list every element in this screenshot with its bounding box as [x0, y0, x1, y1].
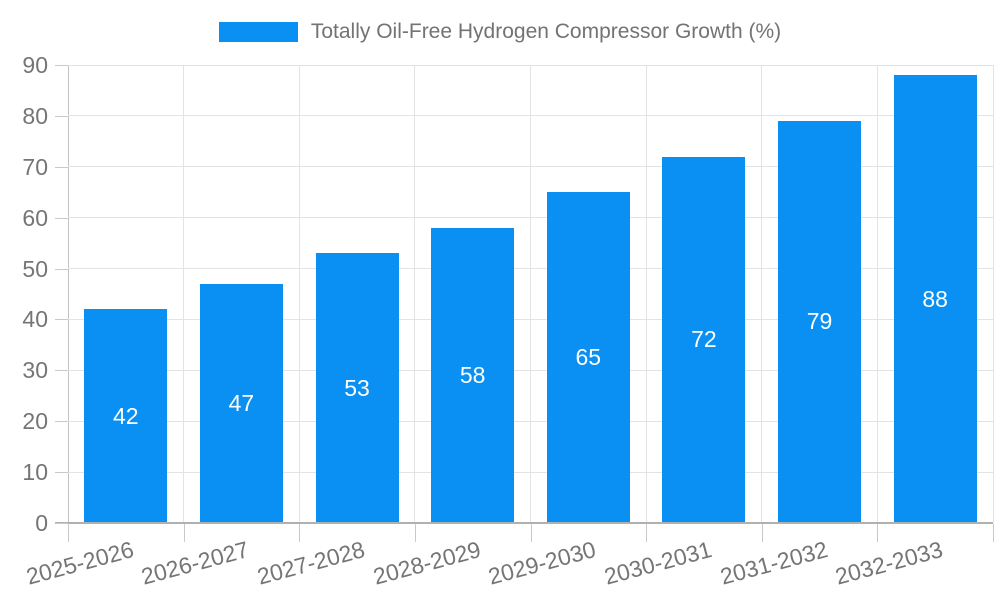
x-tick-label: 2032-2033: [832, 536, 946, 590]
bar-value-label: 42: [113, 402, 139, 429]
bar-value-label: 88: [922, 285, 948, 312]
y-tick-label: 70: [22, 153, 48, 180]
y-tick-label: 50: [22, 255, 48, 282]
y-tick-mark: [55, 115, 68, 117]
bar: 79: [778, 120, 862, 523]
gridline-v: [876, 65, 878, 523]
x-tick-label: 2026-2027: [138, 536, 252, 590]
y-tick-mark: [55, 217, 68, 219]
x-tick-label: 2028-2029: [370, 536, 484, 590]
x-tick-label: 2031-2032: [717, 536, 831, 590]
x-tick-mark: [414, 524, 416, 542]
x-tick-mark: [993, 524, 994, 542]
y-tick-mark: [55, 370, 68, 372]
y-tick-label: 90: [22, 52, 48, 78]
gridline-v: [414, 65, 416, 523]
bar-value-label: 47: [228, 389, 255, 416]
y-tick-label: 60: [22, 204, 48, 231]
x-tick-label: 2029-2030: [485, 536, 599, 590]
bar: 88: [893, 75, 977, 523]
x-axis-line: [55, 522, 993, 524]
x-tick-mark: [183, 524, 185, 542]
x-tick-mark: [646, 524, 648, 542]
y-tick-mark: [55, 319, 68, 321]
legend[interactable]: Totally Oil-Free Hydrogen Compressor Gro…: [0, 20, 1000, 44]
x-tick-label: 2025-2026: [23, 536, 137, 590]
plot-area: 42 47 53 58 65 72 79 88: [68, 64, 994, 523]
gridline-v: [298, 65, 300, 523]
gridline-v: [761, 65, 763, 523]
y-tick-mark: [55, 421, 68, 423]
y-tick-mark: [55, 268, 68, 270]
bar-value-label: 58: [459, 361, 486, 388]
bar-value-label: 65: [575, 344, 602, 371]
x-tick-mark: [299, 524, 301, 542]
gridline-v: [645, 65, 647, 523]
gridline-v: [530, 65, 531, 523]
bar: 47: [199, 283, 283, 523]
gridline-v: [992, 65, 994, 523]
gridline-v: [183, 65, 185, 523]
y-tick-mark: [55, 472, 68, 474]
x-tick-label: 2030-2031: [601, 536, 715, 590]
x-tick-label: 2027-2028: [254, 536, 368, 590]
y-tick-label: 20: [22, 408, 48, 435]
x-tick-mark: [530, 524, 532, 542]
y-tick-label: 10: [22, 459, 48, 486]
bar-value-label: 79: [806, 308, 833, 335]
y-tick-mark: [55, 166, 68, 168]
x-tick-mark: [68, 524, 69, 542]
y-tick-label: 40: [22, 306, 48, 333]
y-tick-label: 0: [35, 510, 48, 536]
bar: 53: [315, 253, 399, 523]
x-tick-mark: [877, 524, 879, 542]
bar: 72: [662, 156, 746, 523]
legend-swatch[interactable]: [218, 22, 298, 42]
y-tick-mark: [55, 65, 68, 66]
y-tick-mark: [55, 523, 68, 524]
bar-value-label: 72: [691, 326, 717, 353]
y-axis-line: [68, 65, 69, 523]
bar: 65: [546, 192, 630, 523]
y-tick-label: 30: [22, 357, 48, 384]
bar: 42: [84, 309, 168, 523]
bar-value-label: 53: [344, 374, 370, 401]
bar: 58: [431, 227, 515, 523]
x-tick-mark: [761, 524, 763, 542]
legend-label[interactable]: Totally Oil-Free Hydrogen Compressor Gro…: [310, 20, 782, 43]
y-tick-label: 80: [22, 102, 48, 129]
